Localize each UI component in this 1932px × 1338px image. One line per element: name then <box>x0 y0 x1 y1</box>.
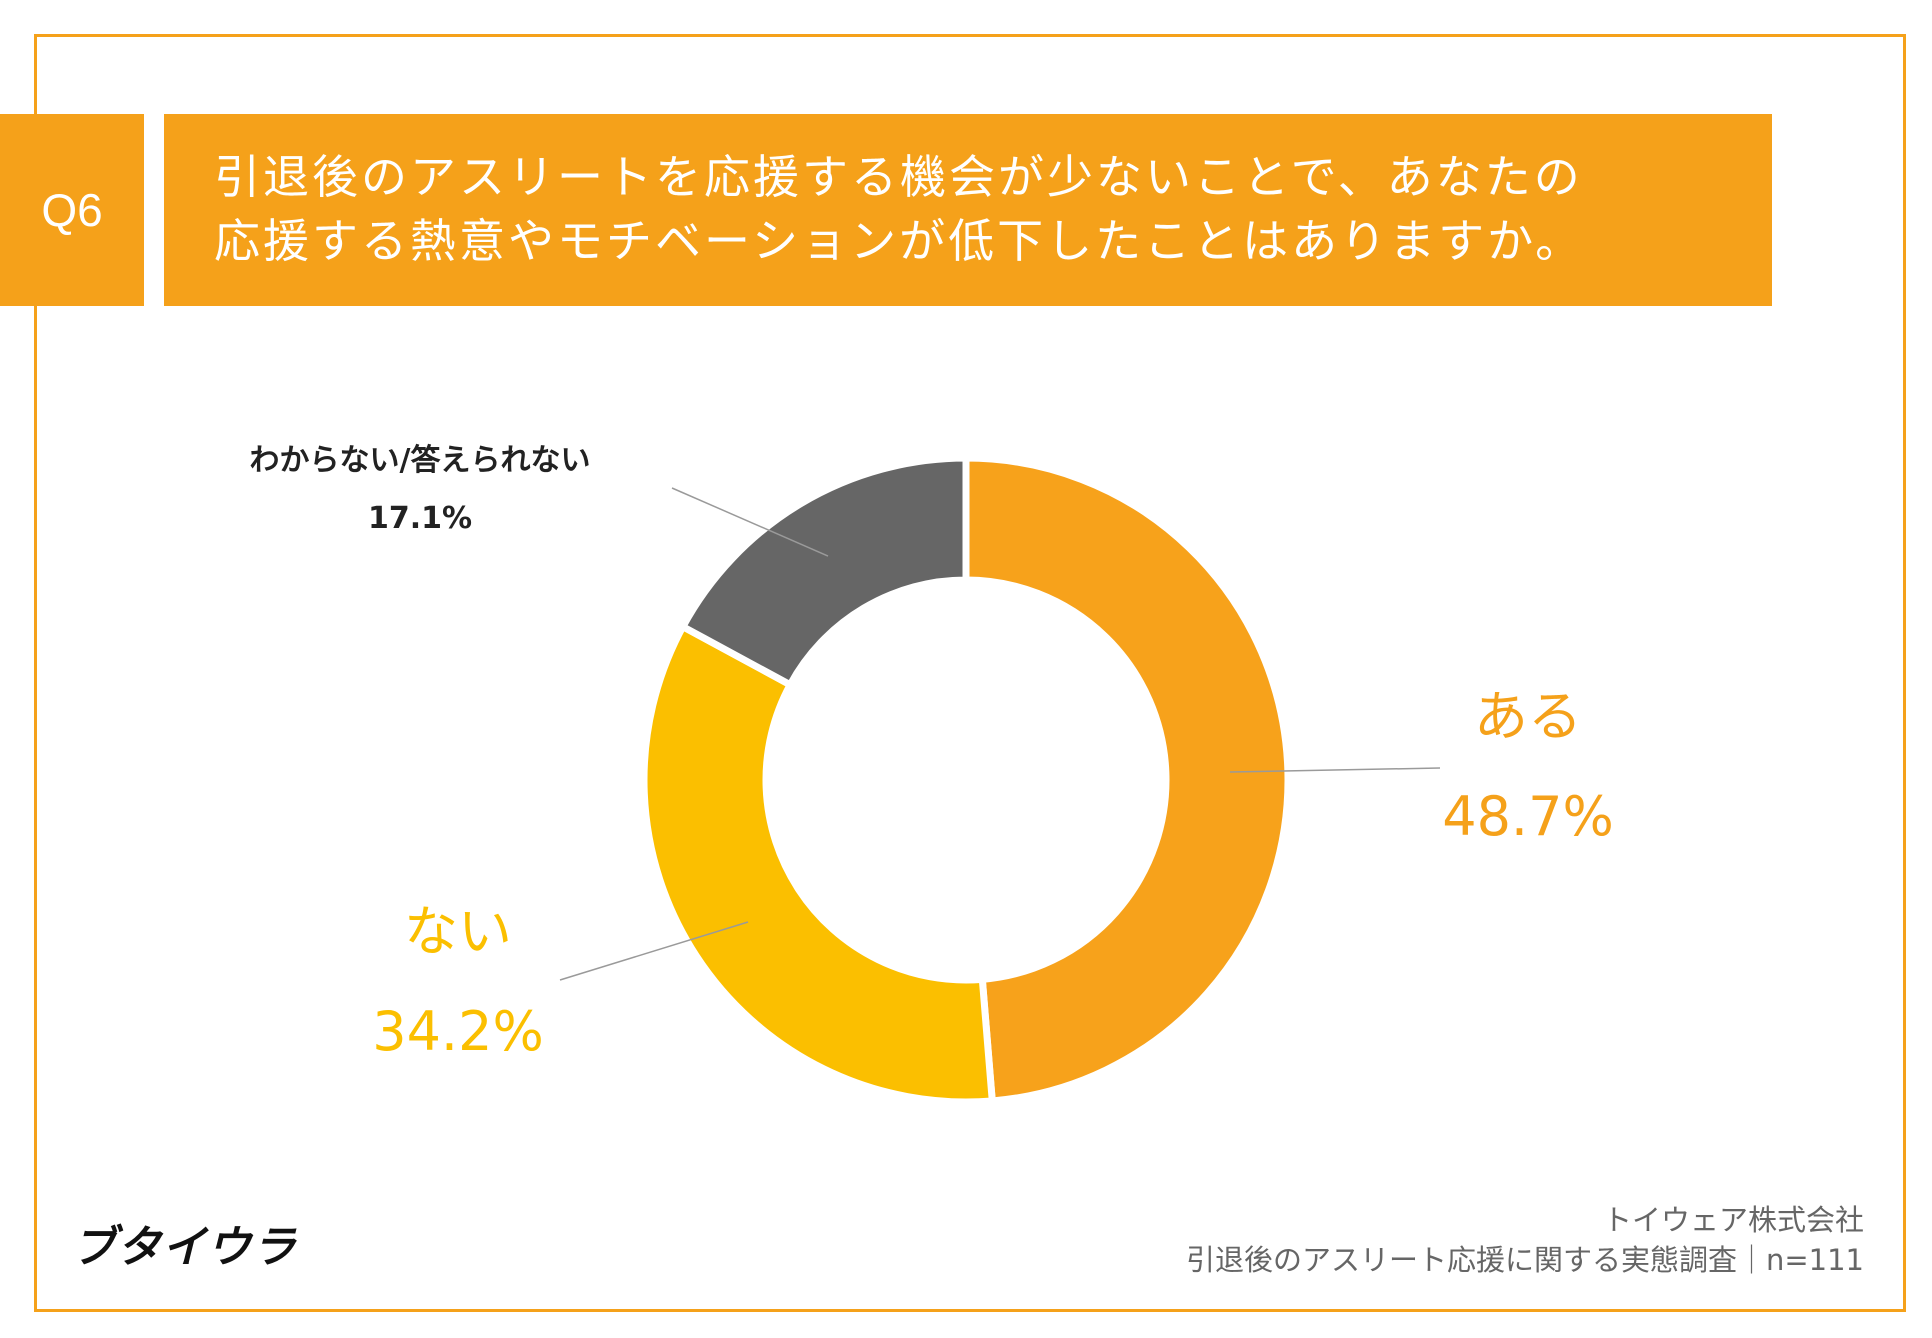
slice-label-1: ある <box>1474 685 1582 748</box>
donut-slice-3 <box>678 454 970 690</box>
slice-label-3: わからない/答えられない <box>250 443 591 478</box>
page-frame <box>34 34 1906 1312</box>
donut-slice-2 <box>640 621 997 1106</box>
slice-value-2: 34.2% <box>372 1000 544 1063</box>
slice-labels: ある 48.7% ない 34.2% わからない/答えられない 17.1% <box>250 443 1614 1063</box>
question-title-line-2: 応援する熱意やモチベーションが低下したことはありますか。 <box>214 214 1585 268</box>
footer-survey-info: 引退後のアスリート応援に関する実態調査｜n=111 <box>1185 1243 1864 1277</box>
leader-line-2 <box>559 921 749 981</box>
question-title-bar: 引退後のアスリートを応援する機会が少ないことで、あなたの 応援する熱意やモチベー… <box>164 114 1772 306</box>
donut-slice-1 <box>962 454 1292 1105</box>
slice-label-2: ない <box>404 900 512 963</box>
question-number-badge: Q6 <box>0 114 144 306</box>
donut-slices <box>640 454 1292 1106</box>
slice-value-3: 17.1% <box>368 501 472 536</box>
slice-value-1: 48.7% <box>1442 785 1614 848</box>
leader-line-3 <box>671 487 829 557</box>
leader-line-1 <box>1229 767 1441 773</box>
question-title-line-1: 引退後のアスリートを応援する機会が少ないことで、あなたの <box>214 150 1583 204</box>
brand-logo: ブタイウラ <box>72 1222 297 1273</box>
footer-company: トイウェア株式会社 <box>1602 1203 1864 1237</box>
leader-lines <box>559 487 1441 981</box>
